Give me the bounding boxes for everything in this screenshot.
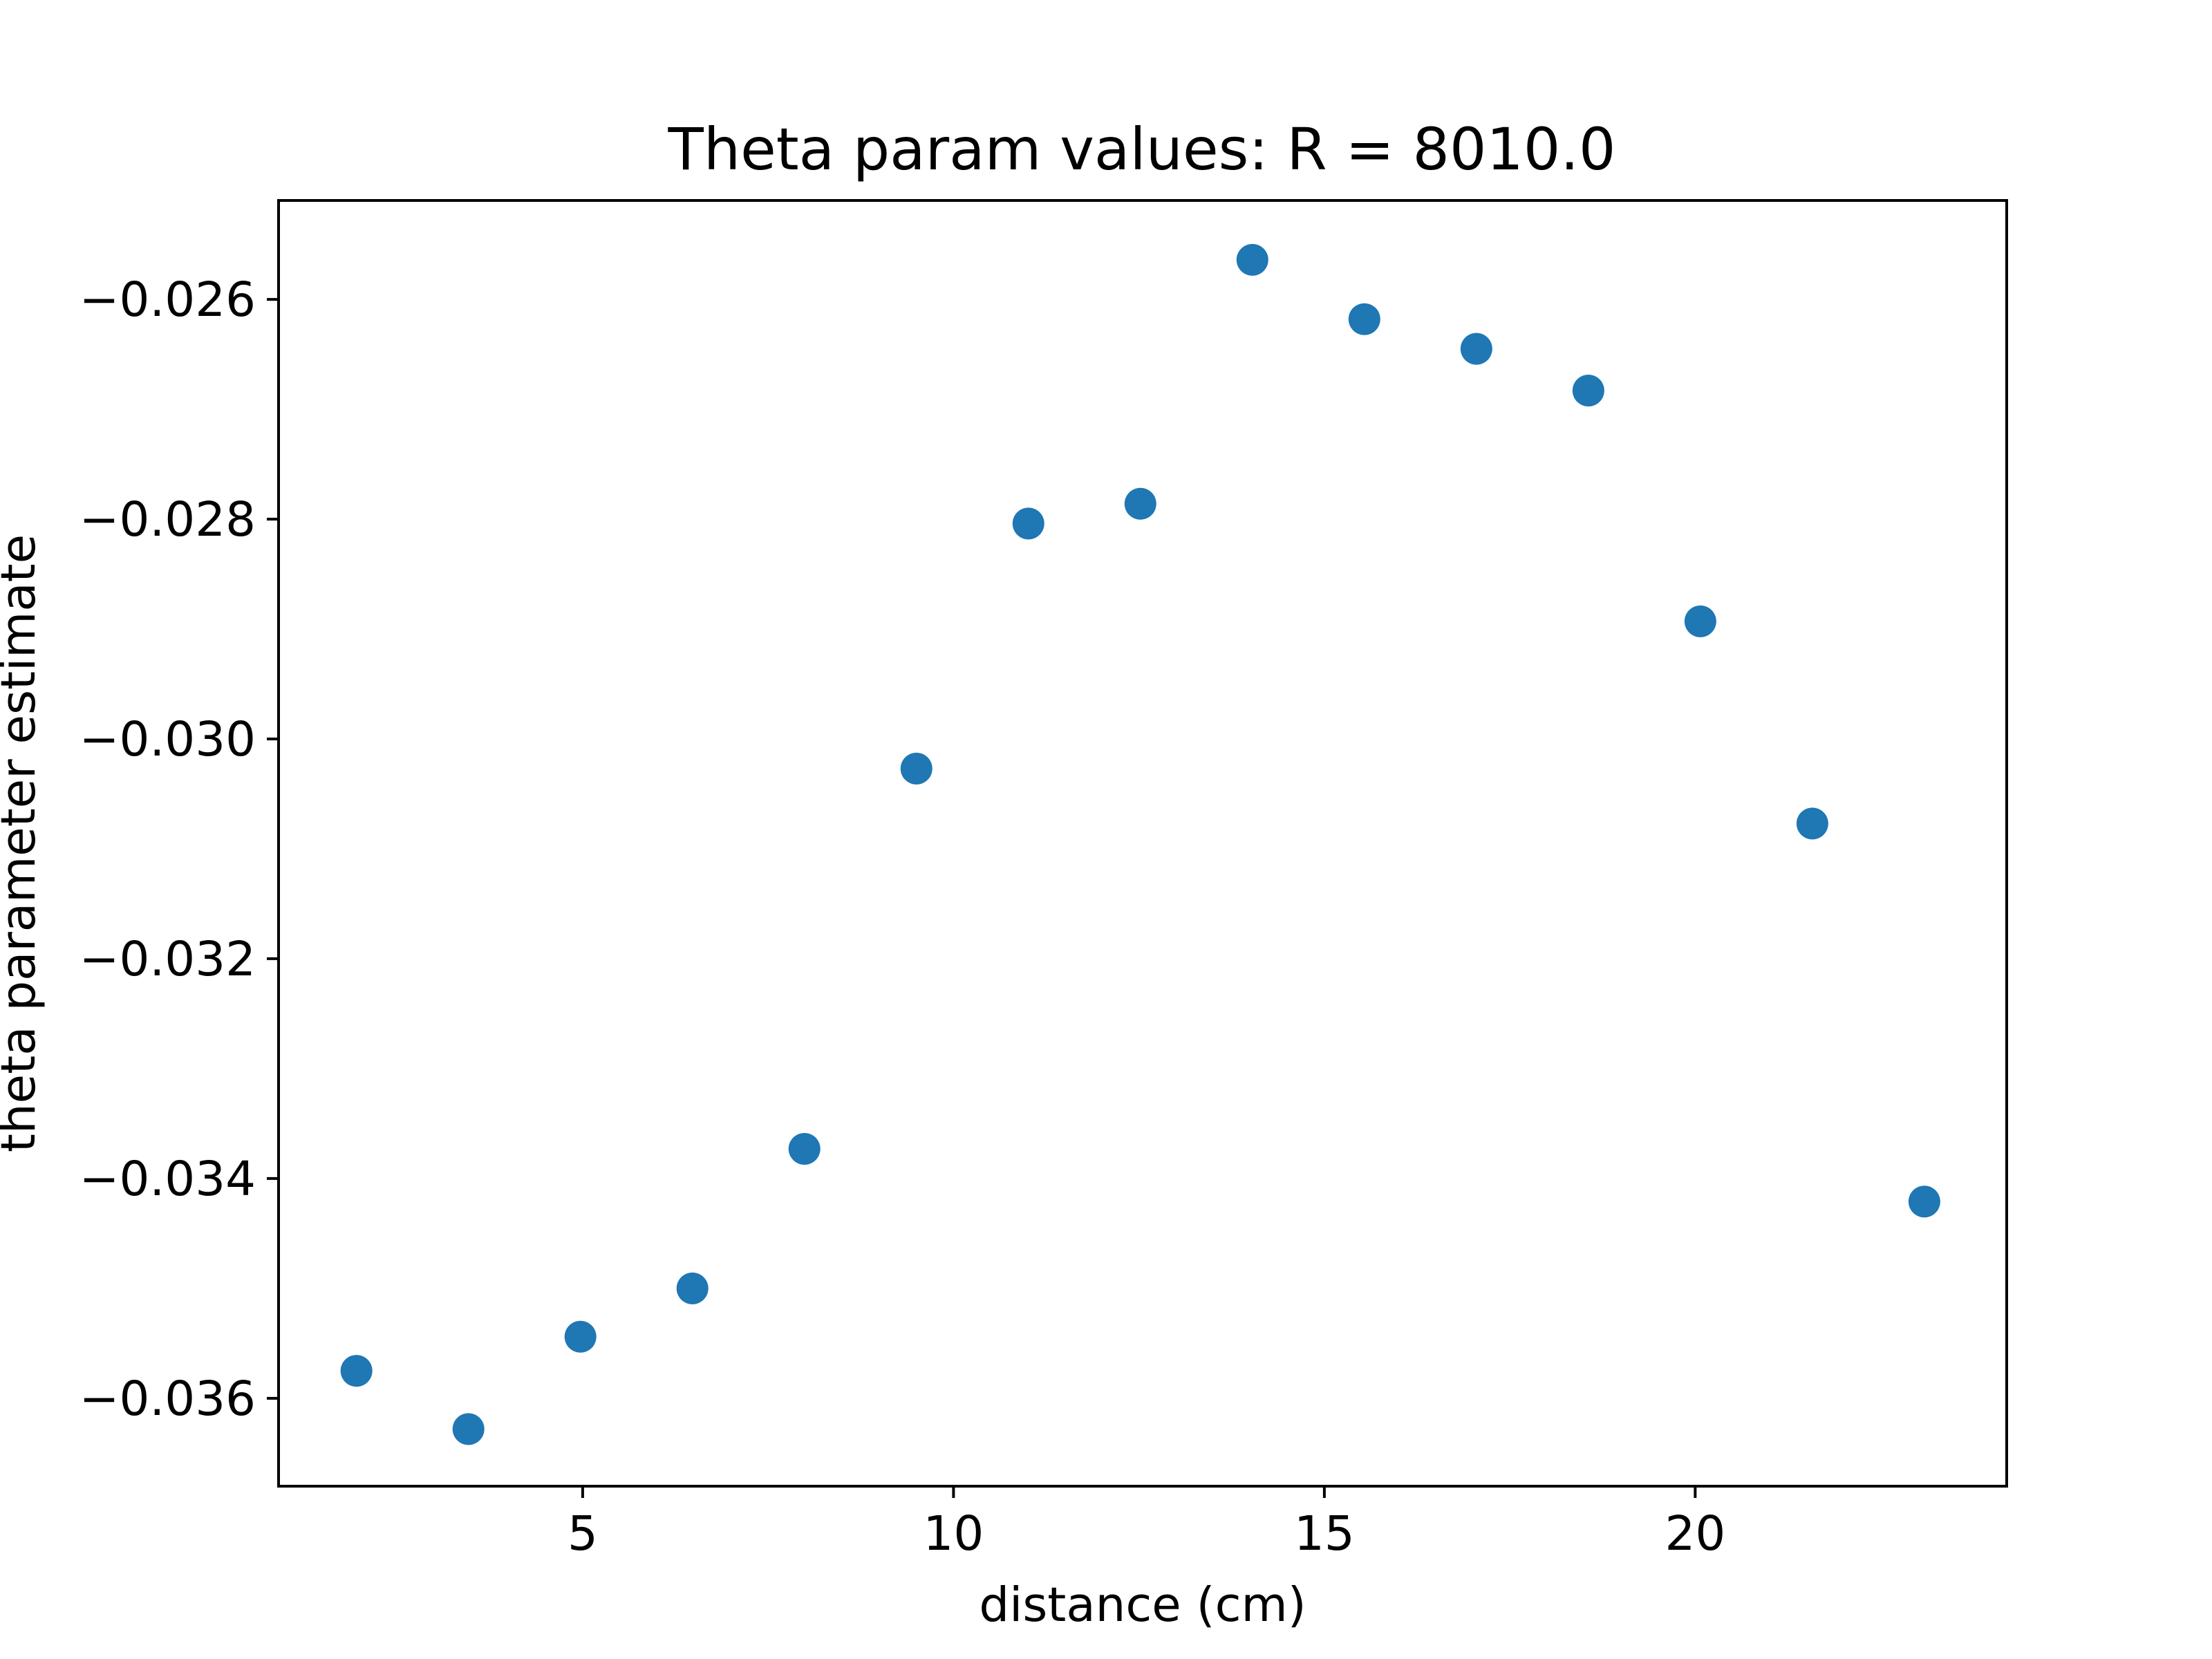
x-tick-label: 15 [1294,1506,1355,1562]
data-point [452,1413,485,1445]
data-point [1572,375,1604,407]
data-point [564,1320,597,1353]
data-point [676,1272,709,1304]
y-tick-label: −0.036 [79,1371,256,1427]
plot-area [277,199,2008,1488]
y-tick-label: −0.032 [79,932,256,987]
y-axis-ticks: −0.026 −0.028 −0.030 −0.032 −0.034 −0.036 [79,272,279,1427]
y-tick-label: −0.028 [79,492,256,547]
data-point [788,1132,821,1165]
x-axis-label: distance (cm) [979,1577,1306,1633]
data-point [340,1355,373,1387]
y-tick-label: −0.034 [79,1152,256,1207]
data-point [1908,1185,1940,1218]
data-point [1460,332,1492,365]
chart-title: Theta param values: R = 8010.0 [668,115,1616,183]
data-point [1684,605,1716,637]
data-point [1796,807,1828,840]
x-axis-ticks: 5 10 15 20 [568,1486,1725,1562]
data-point [1236,243,1268,276]
axes-frame [277,199,2008,1488]
y-axis-label: theta parameter estimate [0,534,46,1152]
data-point [900,752,932,785]
y-tick-label: −0.030 [79,712,256,767]
y-tick-label: −0.026 [79,272,256,328]
data-points [340,243,1940,1445]
data-point [1348,303,1380,335]
x-tick-label: 5 [568,1506,598,1562]
x-tick-label: 20 [1665,1506,1725,1562]
x-tick-label: 10 [923,1506,984,1562]
data-point [1124,487,1156,520]
data-point [1012,507,1044,540]
